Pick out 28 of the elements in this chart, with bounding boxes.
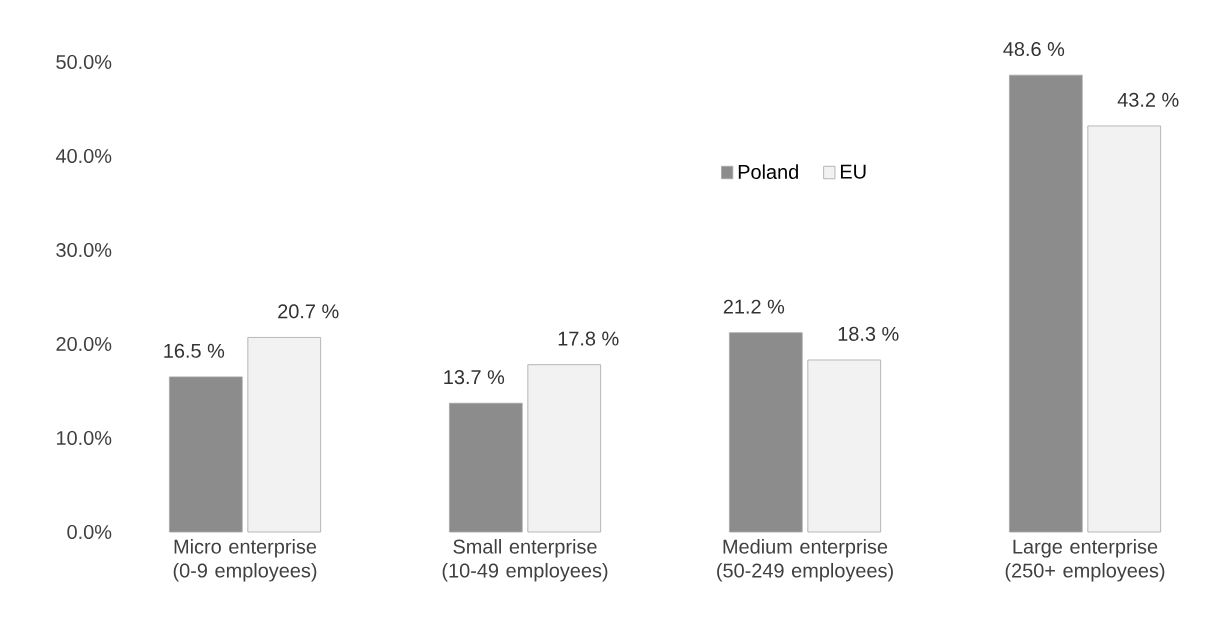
x-tick-label: Micro enterprise (0-9 employees) xyxy=(173,539,317,582)
data-label: 48.6 % xyxy=(1003,42,1065,57)
y-tick-label: 0.0% xyxy=(67,524,112,540)
data-label: 18.3 % xyxy=(838,326,899,341)
bar xyxy=(1087,125,1162,533)
bar xyxy=(247,337,322,533)
data-label: 13.7 % xyxy=(444,370,505,385)
data-label: 17.8 % xyxy=(558,331,619,346)
bar xyxy=(527,364,602,533)
bar xyxy=(807,359,882,533)
y-tick-label: 20.0% xyxy=(56,336,112,352)
data-label: 20.7 % xyxy=(278,304,339,319)
y-tick-label: 50.0% xyxy=(56,54,112,70)
data-label: 16.5 % xyxy=(164,343,225,358)
bar xyxy=(729,332,803,533)
bar xyxy=(169,376,243,533)
data-label: 21.2 % xyxy=(723,299,785,314)
x-tick-label: Large enterprise (250+ employees) xyxy=(1005,539,1165,582)
data-label: 43.2 % xyxy=(1117,92,1179,107)
bar xyxy=(1009,74,1083,533)
bar xyxy=(449,402,523,533)
x-tick-label: Medium enterprise (50-249 employees) xyxy=(717,539,893,582)
legend-label: Poland xyxy=(738,164,798,179)
y-tick-label: 30.0% xyxy=(56,242,112,258)
y-tick-label: 10.0% xyxy=(57,430,112,446)
x-tick-label: Small enterprise (10-49 employees) xyxy=(442,539,608,582)
legend-label: EU xyxy=(840,164,866,179)
y-tick-label: 40.0% xyxy=(55,148,112,164)
